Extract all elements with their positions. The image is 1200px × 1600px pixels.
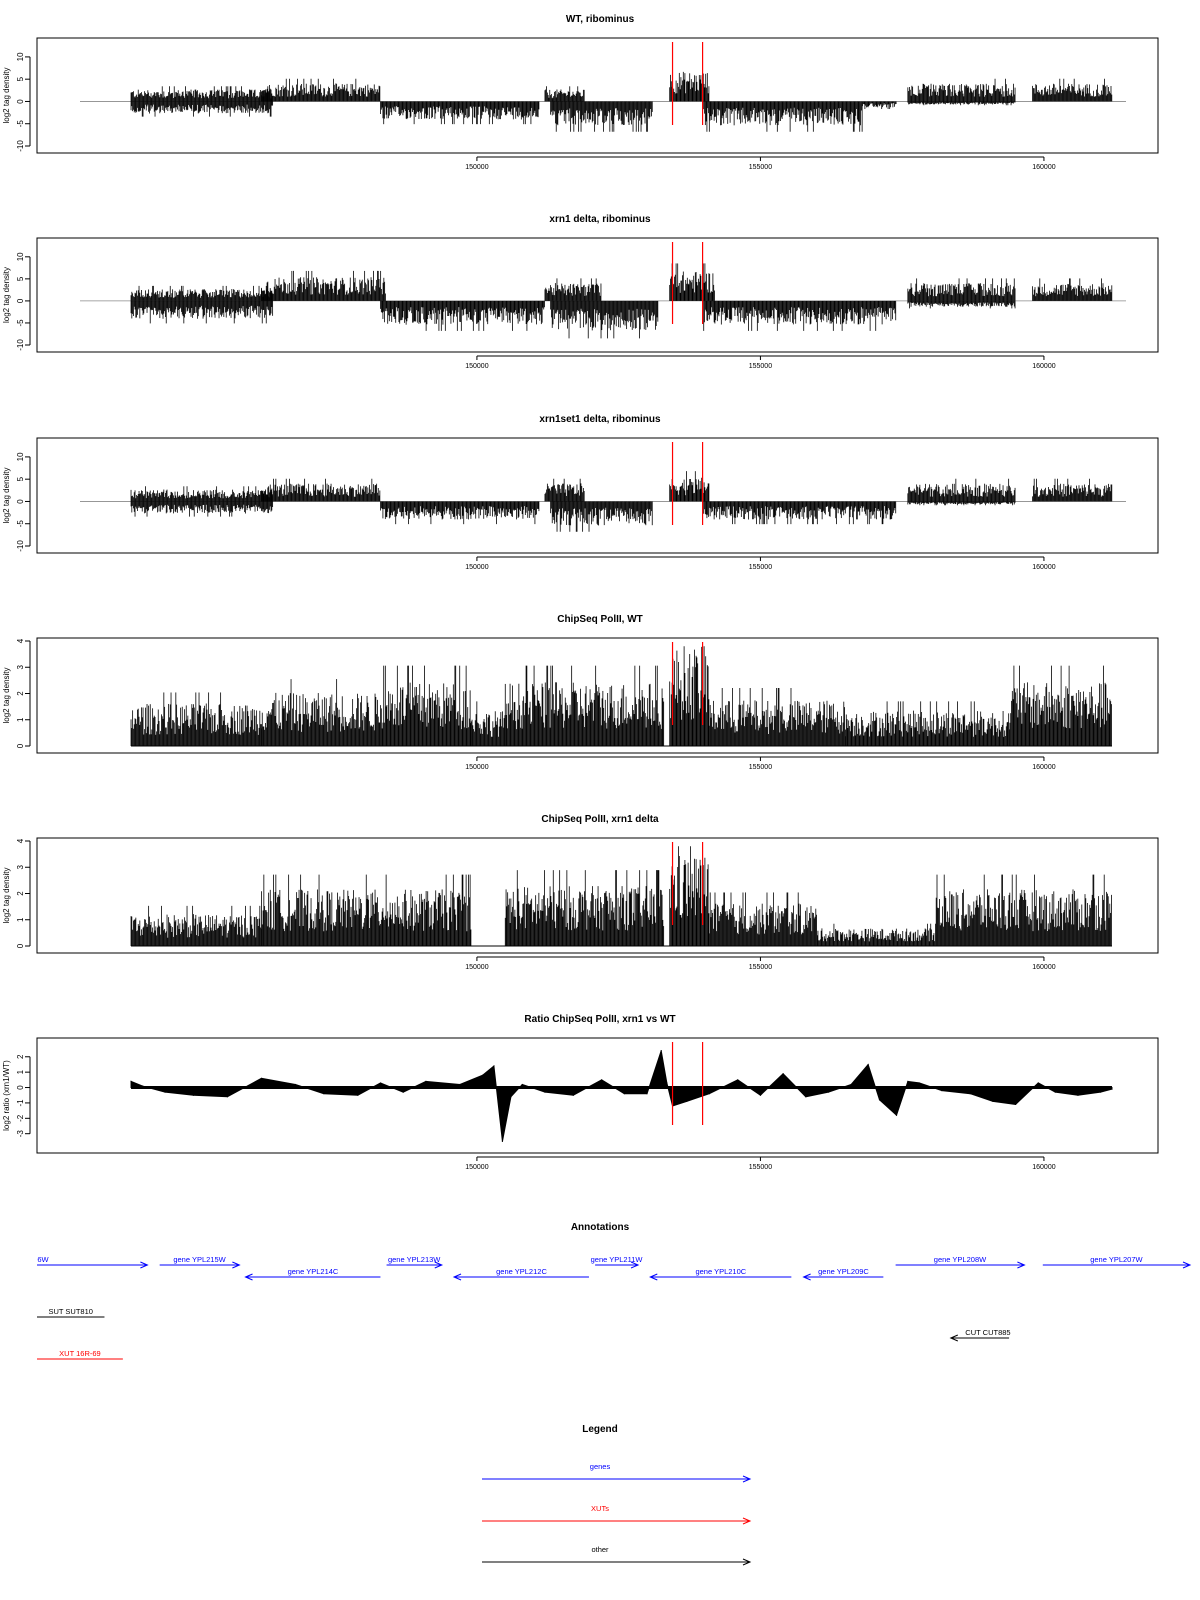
- segment: [669, 263, 715, 301]
- x-axis: 150000 155000 160000: [465, 556, 1056, 571]
- chart-title: xrn1set1 delta, ribominus: [539, 414, 661, 425]
- y-tick-label: 0: [16, 99, 25, 104]
- y-tick-label: 10: [16, 52, 25, 61]
- y-axis: 10 5 0 -5 -10 log2 tag density: [2, 452, 31, 552]
- x-tick-label: 155000: [749, 164, 772, 171]
- y-tick-label: 0: [16, 298, 25, 303]
- y-tick-label: -5: [16, 319, 25, 327]
- segment: [703, 501, 897, 525]
- plot-frame: [36, 237, 1159, 353]
- y-axis: 4 3 2 1 0 log2 tag density: [2, 638, 31, 748]
- x-tick-label: 160000: [1032, 363, 1055, 370]
- y-tick-label: 1: [16, 717, 25, 722]
- chart-panel-1: WT, ribominus 10 5 0 -5 -10 log2 tag density 15…: [2, 14, 1159, 171]
- segment: [550, 300, 659, 339]
- x-axis: 150000 155000 160000: [465, 355, 1056, 370]
- y-axis-label: log2 tag density: [2, 267, 11, 323]
- y-tick-label: 0: [16, 499, 25, 504]
- plot-frame: [36, 37, 1159, 154]
- segment: [907, 278, 1016, 309]
- segment: [544, 86, 585, 102]
- x-tick-label: 155000: [749, 363, 772, 370]
- data-series: [80, 263, 1126, 339]
- data-series: [80, 471, 1126, 532]
- y-tick-label: 3: [16, 664, 25, 669]
- chart-panel-4: ChipSeq PolII, WT 4 3 2 1 0 log2 tag density 15…: [2, 614, 1159, 771]
- y-tick-label: -5: [16, 120, 25, 128]
- y-tick-label: 2: [16, 691, 25, 696]
- x-tick-label: 160000: [1032, 164, 1055, 171]
- segment: [261, 478, 381, 502]
- segment: [544, 478, 585, 502]
- segment: [130, 86, 274, 117]
- y-axis-label: log2 tag density: [2, 67, 11, 123]
- x-tick-label: 155000: [749, 764, 772, 771]
- segment: [261, 78, 381, 102]
- segment: [907, 478, 1016, 506]
- plot-frame: [36, 637, 1159, 754]
- y-tick-label: -10: [16, 339, 25, 351]
- chart-panel-3: xrn1set1 delta, ribominus 10 5 0 -5 -10 log2 t…: [2, 414, 1159, 571]
- x-tick-label: 155000: [749, 564, 772, 571]
- segment: [380, 300, 545, 331]
- x-axis: 150000 155000 160000: [465, 756, 1056, 771]
- segment: [550, 101, 653, 132]
- x-tick-label: 150000: [465, 564, 488, 571]
- y-tick-label: 5: [16, 276, 25, 281]
- y-tick-label: 4: [16, 638, 25, 643]
- x-tick-label: 150000: [465, 363, 488, 370]
- y-tick-label: -10: [16, 540, 25, 552]
- segment: [550, 501, 653, 532]
- segment: [130, 285, 274, 324]
- x-tick-label: 160000: [1032, 564, 1055, 571]
- segment: [130, 692, 262, 746]
- segment: [1032, 278, 1113, 301]
- segment: [1032, 78, 1113, 102]
- chart-panel-2: xrn1 delta, ribominus 10 5 0 -5 -10 log2 tag d…: [2, 214, 1159, 370]
- y-tick-label: 5: [16, 76, 25, 81]
- segment: [130, 486, 274, 517]
- chart-title: xrn1 delta, ribominus: [549, 214, 651, 225]
- segment: [862, 101, 897, 110]
- x-tick-label: 160000: [1032, 764, 1055, 771]
- x-tick-label: 150000: [465, 764, 488, 771]
- segment: [703, 300, 897, 331]
- segment: [380, 501, 540, 525]
- y-axis-label: log2 tag density: [2, 467, 11, 523]
- y-tick-label: -10: [16, 140, 25, 152]
- y-axis: 10 5 0 -5 -10 log2 tag density: [2, 252, 31, 351]
- segment: [669, 471, 710, 502]
- y-tick-label: 10: [16, 252, 25, 261]
- y-axis-label: log2 tag density: [2, 667, 11, 723]
- segment: [703, 101, 863, 132]
- x-axis: 150000 155000 160000: [465, 156, 1056, 171]
- data-series: [80, 71, 1126, 132]
- y-tick-label: 10: [16, 452, 25, 461]
- y-axis: 10 5 0 -5 -10 log2 tag density: [2, 52, 31, 152]
- x-tick-label: 150000: [465, 164, 488, 171]
- segment: [261, 679, 381, 746]
- chart-title: WT, ribominus: [566, 14, 635, 25]
- y-tick-label: 5: [16, 476, 25, 481]
- segment: [907, 78, 1016, 106]
- segment: [261, 270, 386, 301]
- segment: [544, 278, 602, 301]
- segment: [1032, 478, 1113, 502]
- y-tick-label: -5: [16, 520, 25, 528]
- segment: [380, 101, 540, 125]
- data-series: [130, 646, 1112, 747]
- y-tick-label: 0: [16, 743, 25, 748]
- chart-title: ChipSeq PolII, WT: [557, 614, 643, 625]
- plot-frame: [36, 437, 1159, 554]
